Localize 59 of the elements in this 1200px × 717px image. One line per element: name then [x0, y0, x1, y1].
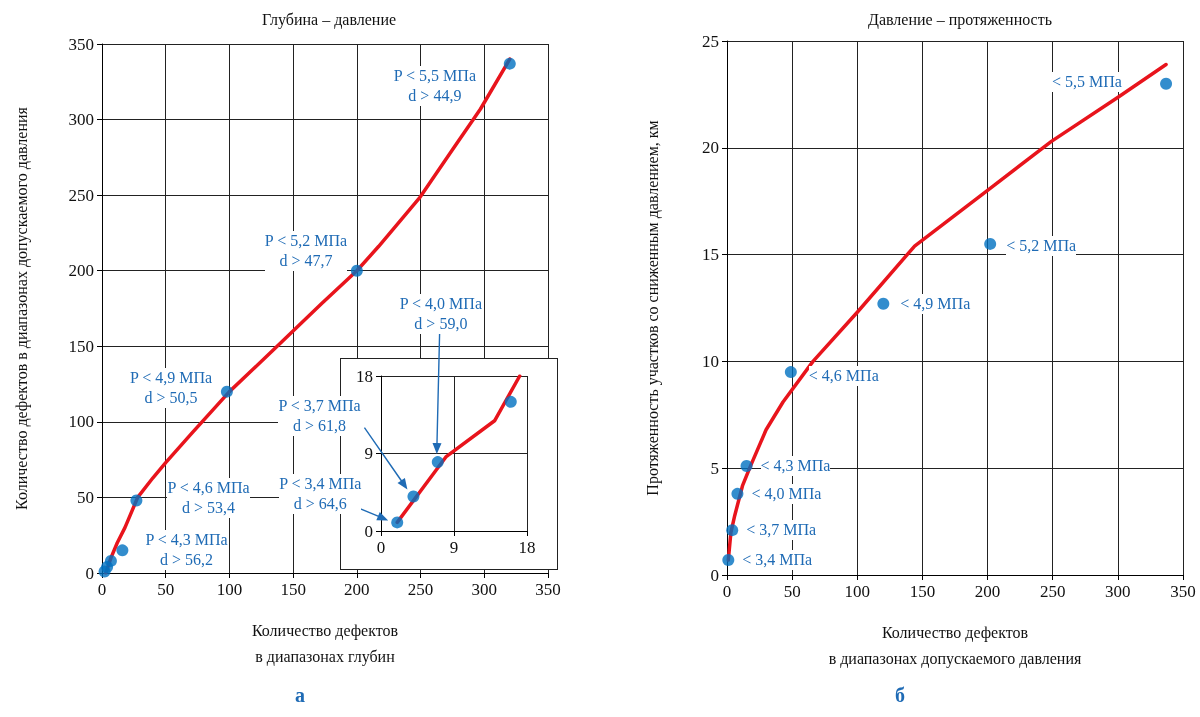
y-tick-label: 50: [77, 487, 94, 507]
x-tick-label: 250: [1039, 582, 1066, 601]
y-tick-label: 18: [356, 366, 373, 386]
x-tick-label: 9: [449, 538, 459, 557]
x-tick-label: 350: [1170, 582, 1196, 601]
y-tick-label: 350: [68, 34, 94, 54]
x-tick-label: 350: [535, 580, 561, 599]
x-tick-label: 150: [280, 580, 306, 599]
y-tick-label: 0: [85, 563, 94, 583]
y-tick-label: 25: [702, 31, 719, 51]
y-tick-label: 200: [68, 261, 94, 281]
annotation: < 4,9 МПа: [900, 293, 971, 314]
y-axis-title: Количество дефектов в диапазонах допускаемого давления: [12, 106, 31, 510]
chart-title: Глубина – давление: [261, 10, 397, 29]
y-tick-label: 100: [68, 412, 94, 432]
annotation: P < 3,4 МПа d > 64,6: [279, 474, 362, 515]
x-tick-label: 50: [783, 582, 801, 601]
y-tick-label: 0: [710, 565, 719, 585]
y-tick-label: 250: [68, 185, 94, 205]
annotation: P < 5,5 МПа d > 44,9: [393, 65, 476, 106]
annotation: < 3,7 МПа: [746, 520, 817, 541]
y-tick-label: 0: [364, 521, 373, 541]
annotation: < 5,2 МПа: [1006, 235, 1077, 256]
annotation: < 4,6 МПа: [808, 366, 879, 387]
y-axis-title: Протяженность участков со сниженным давлением, км: [643, 120, 662, 496]
x-tick-label: 50: [157, 580, 175, 599]
x-axis-title: Количество дефектов в диапазонах глубин: [251, 621, 399, 666]
y-tick-label: 20: [702, 138, 719, 158]
text: б: [895, 684, 905, 706]
annotation: < 4,3 МПа: [760, 456, 831, 477]
y-tick-label: 300: [68, 110, 94, 130]
annotation: P < 5,2 МПа d > 47,7: [264, 230, 348, 271]
x-tick-label: 0: [722, 582, 732, 601]
annotation: < 4,0 МПа: [751, 483, 822, 504]
annotation: P < 4,9 МПа d > 50,5: [129, 367, 213, 408]
y-tick-label: 10: [702, 351, 719, 371]
y-tick-label: 5: [710, 458, 719, 478]
annotation: < 3,4 МПа: [742, 550, 813, 571]
x-axis-title: Количество дефектов в диапазонах допускаемого давления: [828, 623, 1082, 668]
annotation: P < 4,0 МПа d > 59,0: [399, 294, 482, 335]
y-tick-label: 9: [364, 444, 373, 463]
y-tick-label: 15: [702, 245, 719, 265]
x-tick-label: 0: [97, 580, 107, 599]
x-tick-label: 100: [216, 580, 243, 599]
x-tick-label: 150: [909, 582, 936, 601]
text: а: [295, 684, 305, 706]
annotation: P < 4,3 МПа d > 56,2: [145, 530, 228, 571]
x-tick-label: 18: [518, 538, 536, 557]
annotation: P < 3,7 МПа d > 61,8: [278, 395, 361, 436]
chart-title: Давление – протяженность: [867, 10, 1053, 29]
x-tick-label: 300: [1105, 582, 1131, 601]
y-tick-label: 150: [68, 336, 94, 356]
x-tick-label: 200: [974, 582, 1001, 601]
annotation: < 5,5 МПа: [1052, 71, 1122, 92]
x-tick-label: 250: [407, 580, 434, 599]
annotation: P < 4,6 МПа d > 53,4: [167, 478, 250, 519]
x-tick-label: 0: [376, 538, 386, 557]
x-tick-label: 100: [844, 582, 871, 601]
x-tick-label: 300: [471, 580, 498, 599]
